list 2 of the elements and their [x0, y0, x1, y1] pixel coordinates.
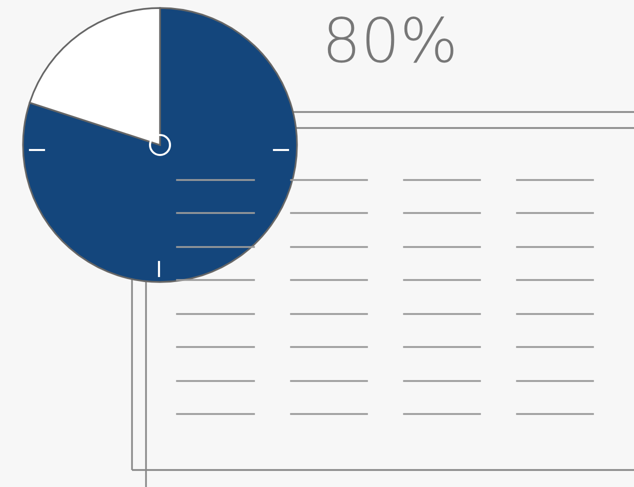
data-label: 80% — [328, 16, 454, 63]
pie-slice — [22, 7, 298, 283]
